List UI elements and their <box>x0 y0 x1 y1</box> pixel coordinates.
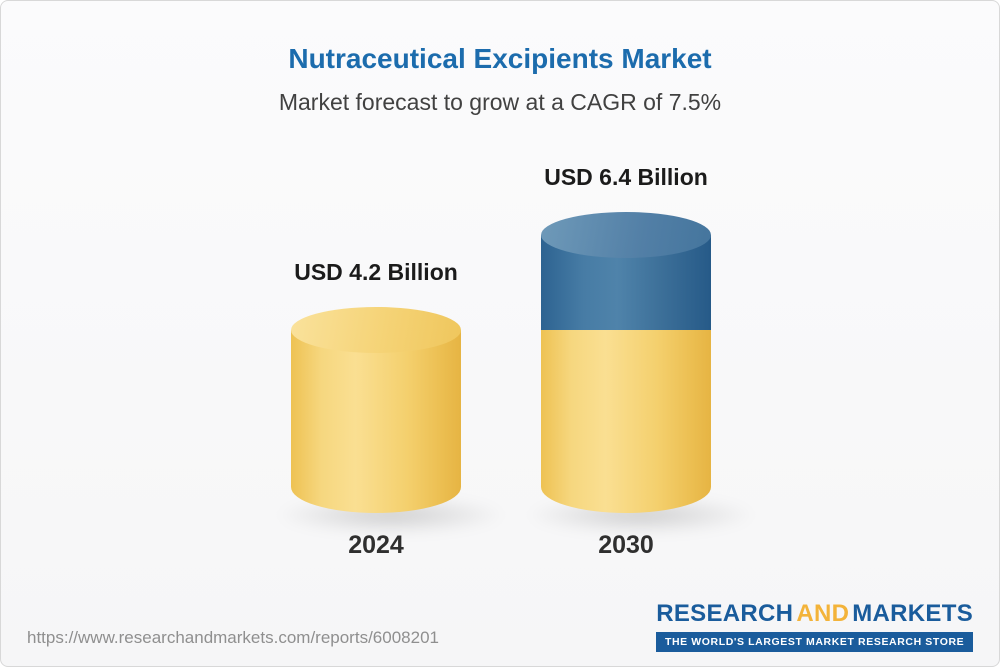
report-url: https://www.researchandmarkets.com/repor… <box>27 628 439 647</box>
x-axis-label-2024: 2024 <box>348 531 404 559</box>
bar-2030-value-label: USD 6.4 Billion <box>544 164 708 190</box>
logo-word-research: RESEARCH <box>656 600 794 627</box>
logo-word-and: AND <box>796 600 850 627</box>
bar-2030-top-ellipse <box>541 212 711 258</box>
bar-2030-base-segment <box>541 330 711 513</box>
logo-word-markets: MARKETS <box>852 600 973 627</box>
logo-tagline: THE WORLD'S LARGEST MARKET RESEARCH STOR… <box>656 632 973 652</box>
chart-subtitle: Market forecast to grow at a CAGR of 7.5… <box>278 89 722 115</box>
bar-2024-body <box>291 330 461 513</box>
bar-2024-value-label: USD 4.2 Billion <box>294 259 458 285</box>
x-axis-label-2030: 2030 <box>598 531 654 559</box>
logo-text: RESEARCH AND MARKETS <box>656 600 973 628</box>
chart-title: Nutraceutical Excipients Market <box>288 43 712 74</box>
bar-2024-top-ellipse <box>291 307 461 353</box>
logo: RESEARCH AND MARKETS THE WORLD'S LARGEST M… <box>656 600 973 652</box>
